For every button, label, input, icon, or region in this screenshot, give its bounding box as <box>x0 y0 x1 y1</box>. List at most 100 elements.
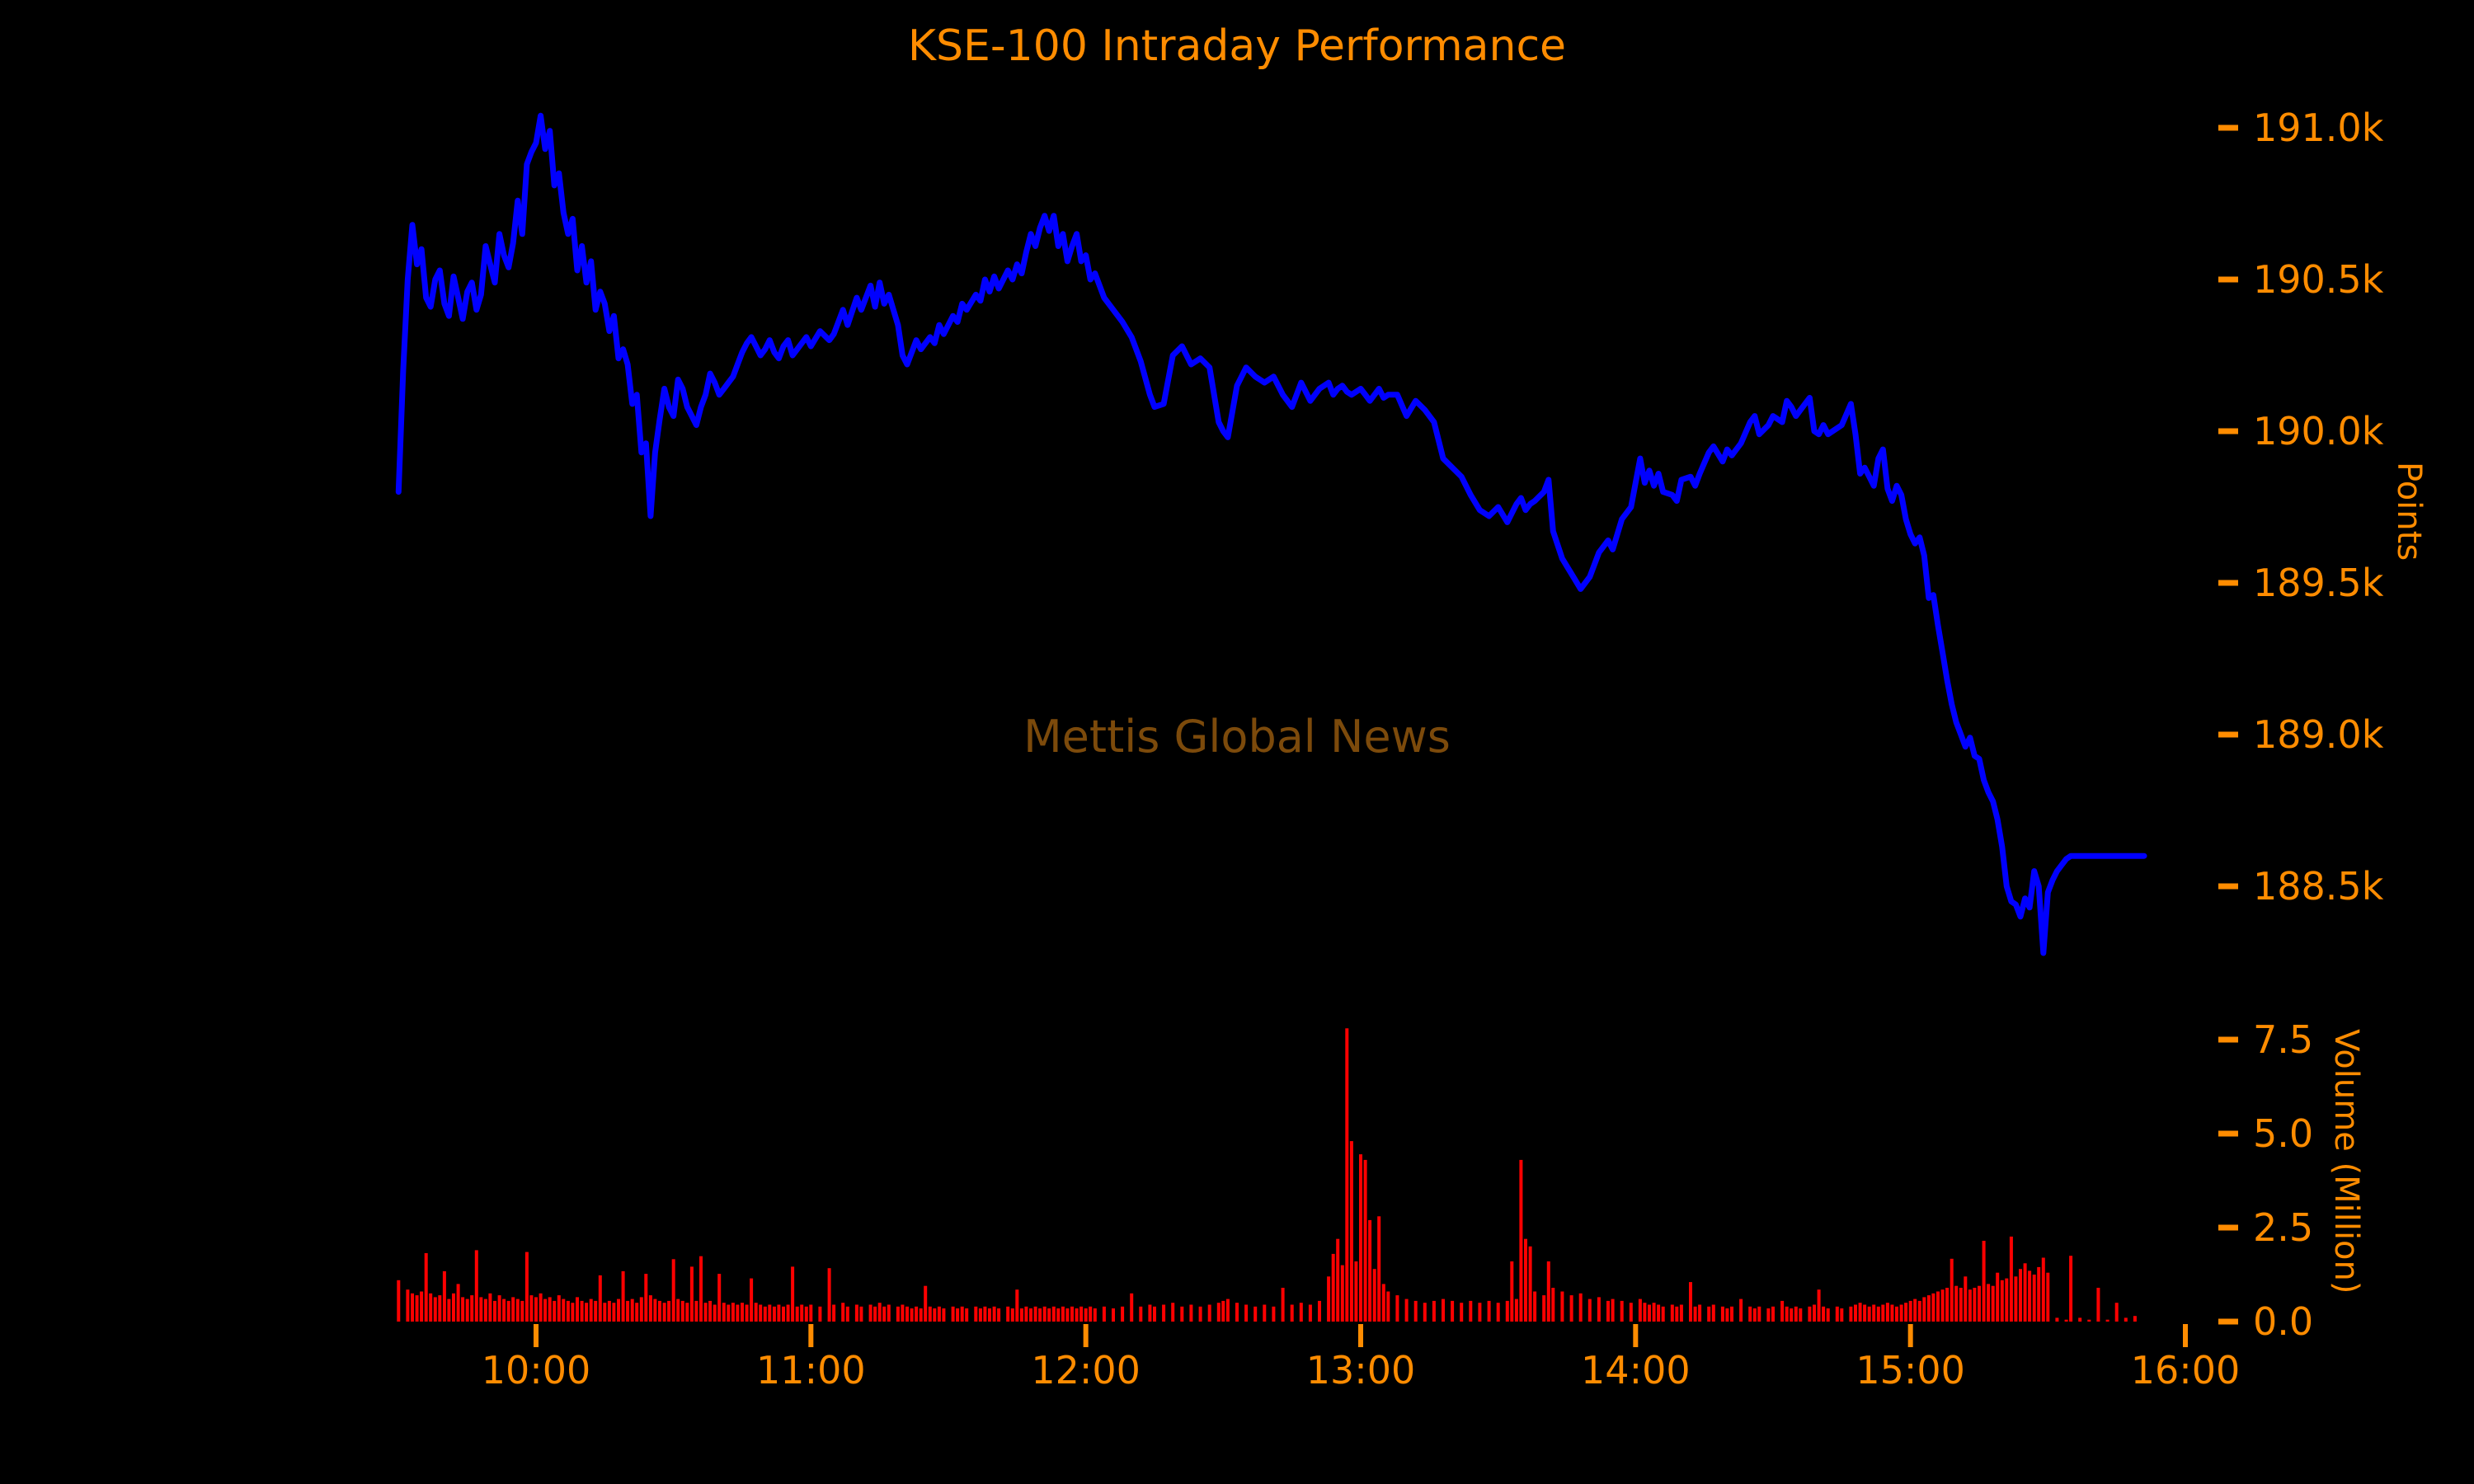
volume-bar <box>1620 1300 1624 1322</box>
volume-bar <box>1514 1298 1518 1322</box>
volume-bar <box>1863 1304 1867 1322</box>
volume-bar <box>703 1303 708 1322</box>
volume-bar <box>1964 1276 1968 1322</box>
volume-bar <box>1675 1306 1679 1322</box>
volume-bar <box>635 1303 639 1322</box>
volume-bar <box>524 1252 529 1322</box>
volume-bar <box>1340 1265 1344 1322</box>
volume-bar <box>529 1295 534 1322</box>
volume-bar <box>594 1300 598 1322</box>
volume-bar <box>1606 1300 1610 1322</box>
volume-tick-label: 2.5 <box>2253 1205 2313 1250</box>
volume-bar <box>1006 1306 1010 1322</box>
volume-bar <box>1904 1303 1908 1322</box>
volume-bar <box>1253 1306 1258 1322</box>
volume-bar <box>1432 1300 1436 1322</box>
volume-bar <box>420 1291 424 1322</box>
volume-bar <box>2032 1275 2036 1322</box>
volume-bar <box>1817 1289 1821 1322</box>
volume-bar <box>626 1300 630 1322</box>
volume-bar <box>1991 1285 1995 1322</box>
volume-bar <box>2133 1316 2137 1322</box>
volume-bar <box>772 1306 776 1322</box>
volume-bar <box>887 1304 891 1322</box>
volume-bar <box>680 1300 684 1322</box>
volume-bar <box>1042 1306 1047 1322</box>
volume-bar <box>685 1303 689 1322</box>
volume-bar <box>1840 1308 1844 1322</box>
volume-bar <box>2037 1266 2041 1322</box>
volume-bar <box>901 1304 905 1322</box>
volume-bar <box>1528 1246 1532 1322</box>
price-line <box>395 112 2147 956</box>
volume-bar <box>1987 1284 1991 1322</box>
volume-bar <box>2019 1269 2022 1322</box>
volume-bar <box>768 1304 772 1322</box>
volume-bar <box>1413 1300 1418 1322</box>
chart-title: KSE-100 Intraday Performance <box>907 21 1567 71</box>
volume-axis: 7.5 5.0 2.5 0.0 <box>2218 1017 2313 1344</box>
volume-bar <box>1711 1304 1715 1322</box>
volume-bar <box>1707 1306 1711 1322</box>
volume-bar <box>750 1278 754 1322</box>
volume-bar <box>1876 1306 1880 1322</box>
volume-bar <box>763 1306 767 1322</box>
volume-bar <box>1757 1306 1761 1322</box>
volume-bar <box>933 1308 937 1322</box>
volume-bar <box>745 1304 749 1322</box>
volume-bar <box>974 1306 978 1322</box>
volume-bar <box>1510 1261 1514 1322</box>
volume-bar <box>1423 1303 1427 1322</box>
volume-bar <box>397 1280 401 1322</box>
volume-bar <box>1542 1295 1546 1322</box>
volume-bar <box>1221 1300 1225 1322</box>
volume-bar <box>1189 1304 1193 1322</box>
volume-tick-label: 0.0 <box>2253 1299 2313 1344</box>
volume-bar <box>1019 1308 1023 1322</box>
volume-bar <box>1015 1289 1019 1322</box>
price-tick-label: 188.5k <box>2253 864 2384 909</box>
volume-bar <box>1926 1295 1931 1322</box>
volume-bar <box>731 1303 735 1322</box>
price-tick-label: 190.5k <box>2253 257 2384 302</box>
volume-bar <box>1121 1306 1125 1322</box>
volume-bar <box>2064 1319 2068 1322</box>
volume-bar <box>493 1300 496 1322</box>
volume-bar <box>1038 1308 1042 1322</box>
volume-bar <box>1670 1304 1674 1322</box>
volume-bar <box>607 1300 611 1322</box>
volume-bar <box>786 1304 790 1322</box>
volume-bar <box>617 1298 620 1322</box>
volume-bar <box>1698 1304 1702 1322</box>
volume-bar <box>1546 1261 1550 1322</box>
volume-bar <box>754 1303 758 1322</box>
volume-bar <box>566 1300 570 1322</box>
volume-bar <box>736 1304 740 1322</box>
volume-bar <box>438 1295 442 1322</box>
volume-bar <box>882 1306 887 1322</box>
volume-bar <box>603 1303 607 1322</box>
volume-bar <box>1478 1303 1482 1322</box>
volume-bar <box>1780 1300 1785 1322</box>
volume-bar <box>1790 1308 1794 1322</box>
volume-bars <box>397 1028 2137 1322</box>
volume-bar <box>1171 1303 1175 1322</box>
volume-bar <box>1611 1298 1615 1322</box>
volume-bar <box>1799 1308 1803 1322</box>
volume-bar <box>465 1298 469 1322</box>
volume-bar <box>1730 1306 1733 1322</box>
volume-bar <box>483 1298 487 1322</box>
volume-bar <box>1061 1306 1065 1322</box>
volume-bar <box>694 1300 698 1322</box>
volume-bar <box>827 1268 831 1322</box>
volume-bar <box>1505 1300 1509 1322</box>
time-tick-label: 15:00 <box>1856 1348 1965 1392</box>
volume-bar <box>795 1306 799 1322</box>
volume-bar <box>1794 1306 1798 1322</box>
volume-bar <box>1913 1298 1917 1322</box>
volume-bar <box>671 1259 675 1322</box>
volume-bar <box>648 1295 652 1322</box>
volume-bar <box>543 1298 548 1322</box>
volume-bar <box>928 1306 932 1322</box>
